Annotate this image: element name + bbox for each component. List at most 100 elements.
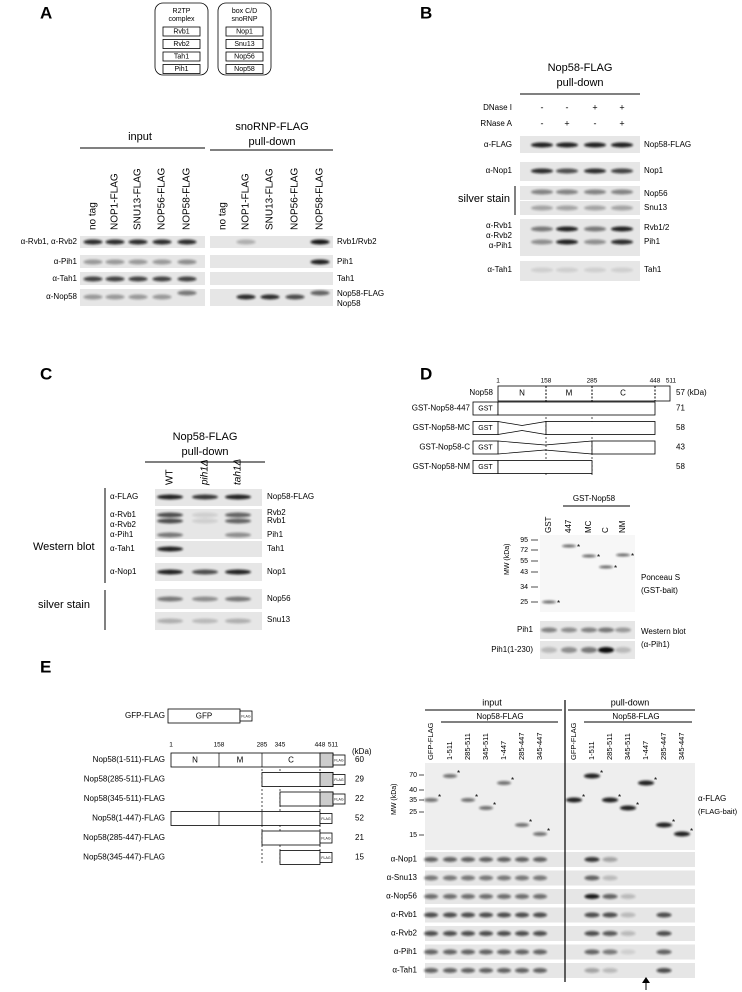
blot bbox=[155, 541, 262, 557]
blot-band bbox=[611, 168, 633, 174]
blot-band bbox=[561, 647, 577, 653]
blot-band bbox=[497, 875, 511, 881]
blot-band bbox=[566, 797, 582, 803]
construct-box bbox=[545, 421, 656, 435]
blot-band bbox=[424, 857, 438, 862]
label: (α-Pih1) bbox=[641, 640, 670, 649]
blot-band bbox=[531, 189, 553, 195]
label: snoRNP bbox=[231, 16, 257, 23]
blot-band bbox=[83, 239, 103, 245]
blot-band bbox=[236, 239, 256, 245]
label: DNase I bbox=[483, 103, 512, 112]
marker-label: 25 bbox=[409, 809, 417, 816]
blot-band bbox=[656, 822, 672, 828]
blot-band bbox=[602, 875, 618, 881]
label: GST-Nop58-447 bbox=[412, 404, 471, 413]
blot-band bbox=[424, 968, 438, 973]
blot-band bbox=[157, 494, 183, 500]
blot bbox=[425, 926, 695, 941]
gap bbox=[497, 440, 593, 446]
blot bbox=[425, 889, 695, 904]
blot-band bbox=[192, 618, 218, 624]
label: complex bbox=[168, 16, 195, 23]
blot-band bbox=[515, 968, 529, 973]
blot-band bbox=[128, 294, 148, 300]
blot-band bbox=[479, 894, 493, 899]
label: 52 bbox=[355, 814, 364, 823]
blot-band bbox=[443, 931, 457, 936]
label: C bbox=[620, 389, 626, 398]
blot-band bbox=[236, 294, 256, 300]
blot-band bbox=[656, 968, 672, 973]
blot-band bbox=[192, 569, 218, 575]
blot-band bbox=[424, 949, 438, 955]
blot-band bbox=[533, 857, 547, 862]
lane-label: NOP56-FLAG bbox=[157, 168, 168, 230]
label: Rvb1/2 bbox=[644, 223, 670, 232]
blot-band bbox=[479, 806, 493, 810]
sign: + bbox=[619, 102, 624, 112]
lane-label: NOP1-FLAG bbox=[241, 173, 252, 230]
blot-band bbox=[556, 226, 578, 232]
marker-label: 15 bbox=[409, 832, 417, 839]
label: GST bbox=[478, 406, 493, 413]
blot bbox=[210, 272, 333, 285]
label: GST bbox=[478, 464, 493, 471]
blot-band bbox=[105, 239, 125, 245]
star: * bbox=[475, 793, 478, 802]
label: 21 bbox=[355, 833, 364, 842]
lane-label: SNU13-FLAG bbox=[265, 168, 276, 230]
label: α-Nop1 bbox=[110, 567, 137, 576]
blot-band bbox=[531, 226, 553, 232]
tag-box bbox=[332, 793, 346, 805]
blot-band bbox=[461, 968, 475, 973]
blot-band bbox=[152, 276, 172, 282]
blot-band bbox=[611, 189, 633, 195]
lane-label: NOP58-FLAG bbox=[182, 168, 193, 230]
blot-band bbox=[533, 875, 547, 881]
label: Nop58(345-511)-FLAG bbox=[84, 794, 165, 803]
tag-box bbox=[239, 710, 253, 722]
blot-band bbox=[497, 894, 511, 899]
sign: - bbox=[566, 102, 569, 112]
blot bbox=[425, 852, 695, 867]
label: Nop58(345-447)-FLAG bbox=[83, 853, 165, 862]
star: * bbox=[614, 564, 617, 573]
blot-band bbox=[157, 569, 183, 575]
label: GST bbox=[478, 445, 493, 452]
marker-label: 40 bbox=[409, 787, 417, 794]
blot-band bbox=[424, 894, 438, 899]
blot-band bbox=[310, 290, 330, 296]
blot-band bbox=[461, 912, 475, 918]
label: Pih1 bbox=[337, 257, 354, 266]
item-box bbox=[162, 64, 201, 74]
blot-band bbox=[443, 857, 457, 862]
blot-band bbox=[584, 226, 606, 232]
lane-label: no tag bbox=[218, 202, 229, 230]
blot-band bbox=[157, 618, 183, 624]
label: GST-Nop58-MC bbox=[413, 423, 471, 432]
blot-band bbox=[533, 832, 547, 836]
lane-label: no tag bbox=[88, 202, 99, 230]
blot-band bbox=[192, 518, 218, 524]
label: Nop58 bbox=[337, 299, 361, 308]
construct-tail bbox=[319, 772, 334, 787]
label: Nop58(285-511)-FLAG bbox=[84, 775, 165, 784]
label: FLAG bbox=[321, 817, 330, 821]
blot-band bbox=[602, 857, 618, 862]
blot-band bbox=[424, 912, 438, 918]
star: * bbox=[457, 769, 460, 778]
label: 22 bbox=[355, 794, 364, 803]
blot-band bbox=[497, 968, 511, 973]
label: α-Nop1 bbox=[486, 166, 513, 175]
lane-label: 345-447 bbox=[535, 732, 544, 760]
blot bbox=[520, 201, 640, 215]
label: 58 bbox=[676, 423, 685, 432]
blot-band bbox=[531, 205, 553, 211]
star: * bbox=[547, 827, 550, 836]
label: M bbox=[566, 389, 573, 398]
blot-band bbox=[584, 875, 600, 881]
blot-band bbox=[461, 931, 475, 936]
star: * bbox=[672, 818, 675, 827]
label: Rvb1 bbox=[267, 516, 286, 525]
